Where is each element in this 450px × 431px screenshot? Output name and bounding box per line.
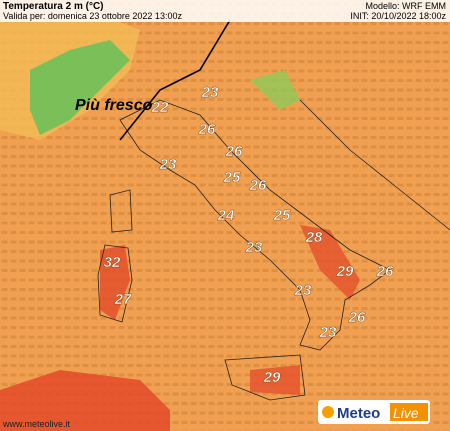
logo: Meteo Live: [318, 400, 430, 424]
temperature-label: 25: [223, 169, 241, 186]
green-zone: [250, 70, 300, 110]
coastlines: [97, 99, 450, 401]
header-band: [0, 0, 450, 22]
temperature-label: 23: [201, 84, 219, 101]
temperature-label: 26: [225, 143, 243, 160]
temperature-label: 23: [319, 324, 337, 341]
temperature-label: 26: [249, 177, 267, 194]
valid-time: Valida per: domenica 23 ottobre 2022 13:…: [3, 11, 182, 21]
temperature-label: 23: [245, 239, 263, 256]
temperature-label: 22: [151, 99, 169, 116]
model: Modello: WRF EMM: [365, 1, 446, 11]
temperature-label: 23: [159, 156, 177, 173]
annotation: Più fresco: [75, 97, 153, 114]
warm-zone: [0, 370, 170, 431]
temperature-label: 26: [376, 263, 394, 280]
temperature-label: 23: [294, 282, 312, 299]
warm-zone: [100, 245, 130, 320]
logo-text: Meteo: [337, 405, 380, 422]
title: Temperatura 2 m (°C): [3, 1, 104, 12]
temperature-label: 32: [104, 254, 121, 271]
temperature-label: 26: [198, 121, 216, 138]
isotherm: [119, 19, 231, 141]
temperature-label: 29: [263, 369, 281, 386]
warm-zone: [250, 365, 300, 395]
logo-sun: [322, 406, 334, 418]
temperature-label: 28: [305, 229, 323, 246]
logo-text: Live: [393, 405, 419, 421]
temperature-label: 25: [273, 207, 291, 224]
init-time: INIT: 20/10/2022 18:00z: [350, 11, 446, 21]
footer-url: www.meteolive.it: [2, 419, 71, 429]
temperature-label: 29: [336, 263, 354, 280]
temperature-label: 27: [114, 291, 132, 308]
temperature-label: 26: [348, 309, 366, 326]
green-zone: [30, 40, 130, 135]
logo-badge: [390, 403, 428, 421]
temperature-label: 24: [217, 207, 235, 224]
warm-zone: [300, 225, 360, 300]
